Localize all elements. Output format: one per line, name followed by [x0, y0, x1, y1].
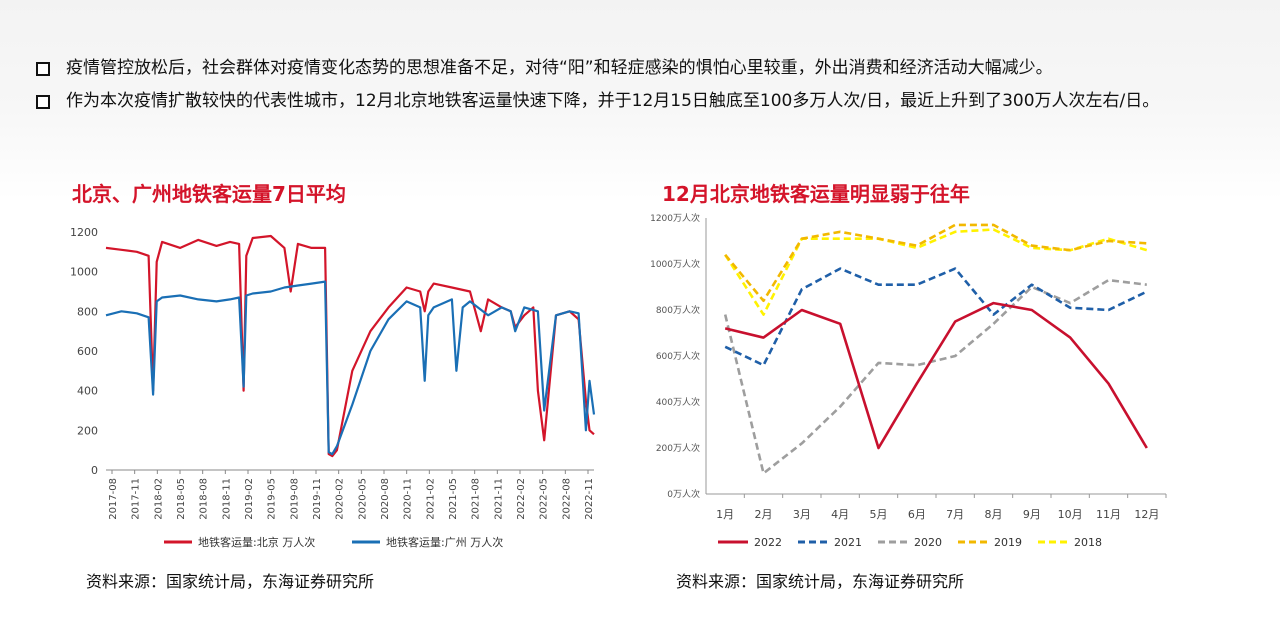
x-tick-label: 2022-11 — [584, 478, 595, 520]
y-tick-label: 1000 — [70, 266, 98, 279]
y-tick-label: 1000万人次 — [650, 258, 700, 270]
x-tick-label: 1月 — [716, 508, 734, 521]
x-tick-label: 2020-08 — [380, 478, 391, 520]
x-tick-label: 11月 — [1096, 508, 1121, 521]
bullet-item-2: 作为本次疫情扩散较快的代表性城市，12月北京地铁客运量快速下降，并于12月15日… — [36, 85, 1266, 118]
legend-label: 2021 — [834, 536, 862, 549]
x-tick-label: 2019-11 — [312, 478, 323, 520]
x-tick-label: 2019-05 — [267, 478, 278, 520]
x-tick-label: 2022-05 — [539, 478, 550, 520]
right-chart: 0万人次 200万人次 400万人次 600万人次 800万人次 1000万人次 1200万… — [650, 212, 1167, 549]
x-tick-label: 5月 — [870, 508, 888, 521]
y-tick-label: 0 — [91, 464, 98, 477]
series-line-2019 — [724, 223, 1147, 303]
x-tick-label: 2018-02 — [153, 478, 164, 520]
x-tick-label: 2021-11 — [493, 478, 504, 520]
series-line-2021 — [724, 267, 1148, 367]
legend-label: 地铁客运量:广州 万人次 — [386, 535, 503, 549]
y-tick-label: 800 — [77, 305, 98, 318]
y-tick-label: 600万人次 — [656, 350, 700, 362]
x-tick-label: 10月 — [1058, 508, 1083, 521]
y-tick-label: 0万人次 — [667, 488, 700, 500]
legend-label: 地铁客运量:北京 万人次 — [198, 535, 315, 549]
x-tick-label: 2019-02 — [244, 478, 255, 520]
series-line-2022 — [724, 301, 1148, 450]
legend-label: 2022 — [754, 536, 782, 549]
legend-label: 2019 — [994, 536, 1022, 549]
x-tick-label: 12月 — [1134, 508, 1159, 521]
bullet-text: 疫情管控放松后，社会群体对疫情变化态势的思想准备不足，对待“阳”和轻症感染的惧怕… — [66, 58, 1053, 78]
x-tick-label: 2021-08 — [471, 478, 482, 520]
square-bullet-icon — [36, 62, 50, 76]
y-tick-label: 200 — [77, 424, 98, 437]
x-tick-label: 4月 — [831, 508, 849, 521]
x-tick-label: 9月 — [1023, 508, 1041, 521]
x-tick-label: 7月 — [946, 508, 964, 521]
y-tick-label: 200万人次 — [656, 442, 700, 454]
x-tick-label: 2021-02 — [425, 478, 436, 520]
x-tick-label: 2020-02 — [335, 478, 346, 520]
x-tick-label: 3月 — [793, 508, 811, 521]
x-tick-label: 2017-08 — [108, 478, 119, 520]
left-chart-title: 北京、广州地铁客运量7日平均 — [72, 182, 346, 206]
series-line-beijing — [105, 234, 595, 458]
y-tick-label: 1200万人次 — [650, 212, 700, 224]
legend-label: 2020 — [914, 536, 942, 549]
bullet-text: 作为本次疫情扩散较快的代表性城市，12月北京地铁客运量快速下降，并于12月15日… — [66, 91, 1160, 111]
x-tick-label: 2018-08 — [199, 478, 210, 520]
x-tick-label: 2019-08 — [289, 478, 300, 520]
x-tick-label: 2021-05 — [448, 478, 459, 520]
right-chart-source: 资料来源：国家统计局，东海证券研究所 — [676, 572, 965, 591]
legend-label: 2018 — [1074, 536, 1102, 549]
y-tick-label: 400 — [77, 385, 98, 398]
x-tick-label: 2月 — [755, 508, 773, 521]
series-line-2018 — [724, 228, 1148, 316]
x-tick-label: 2018-11 — [221, 478, 232, 520]
square-bullet-icon — [36, 95, 50, 109]
x-tick-label: 8月 — [985, 508, 1003, 521]
bullet-item-1: 疫情管控放松后，社会群体对疫情变化态势的思想准备不足，对待“阳”和轻症感染的惧怕… — [36, 52, 1266, 85]
y-tick-label: 800万人次 — [656, 304, 700, 316]
series-line-guangzhou — [105, 280, 596, 456]
x-tick-label: 6月 — [908, 508, 926, 521]
series-line-2020 — [723, 278, 1147, 475]
left-chart-source: 资料来源：国家统计局，东海证券研究所 — [86, 572, 375, 591]
x-tick-label: 2020-05 — [357, 478, 368, 520]
y-tick-label: 400万人次 — [656, 396, 700, 408]
bullet-list: 疫情管控放松后，社会群体对疫情变化态势的思想准备不足，对待“阳”和轻症感染的惧怕… — [36, 52, 1266, 118]
x-tick-label: 2022-02 — [516, 478, 527, 520]
x-tick-label: 2018-05 — [176, 478, 187, 520]
x-tick-label: 2020-11 — [403, 478, 414, 520]
y-tick-label: 600 — [77, 345, 98, 358]
x-tick-label: 2022-08 — [561, 478, 572, 520]
right-chart-title: 12月北京地铁客运量明显弱于往年 — [662, 182, 970, 206]
x-tick-label: 2017-11 — [131, 478, 142, 520]
left-chart: 0 200 400 600 800 1000 1200 2017-08 2017-11 2018-… — [70, 226, 596, 549]
header-background — [0, 0, 1280, 200]
y-tick-label: 1200 — [70, 226, 98, 239]
